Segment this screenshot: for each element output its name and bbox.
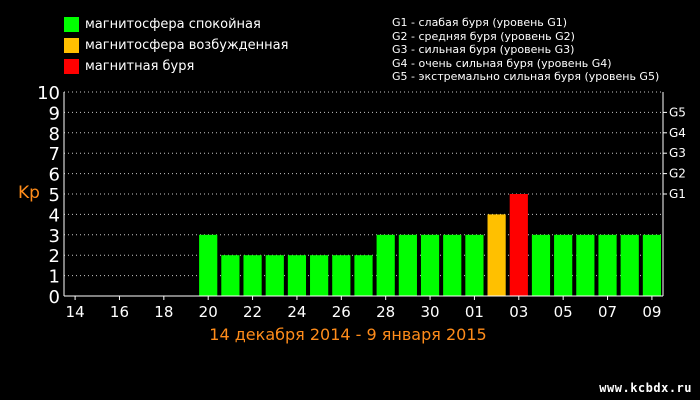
legend-item-quiet: магнитосфера спокойная xyxy=(64,14,288,35)
x-tick-label: 03 xyxy=(509,303,528,321)
bar-30 xyxy=(420,234,440,296)
bar-08 xyxy=(620,234,639,296)
storm-level-g5: G5 - экстремально сильная буря (уровень … xyxy=(392,70,660,83)
legend-label-quiet: магнитосфера спокойная xyxy=(85,17,261,32)
bar-06 xyxy=(576,234,595,296)
x-tick-label: 14 xyxy=(66,303,85,321)
chart-bars xyxy=(199,194,662,296)
bar-20 xyxy=(199,234,218,296)
legend-label-active: магнитосфера возбужденная xyxy=(85,38,289,53)
storm-level-tick-label: G4 xyxy=(669,126,686,140)
storm-level-tick-labels: G1 G2 G3 G4 G5 xyxy=(663,105,686,201)
storm-level-g4: G4 - очень сильная буря (уровень G4) xyxy=(392,56,612,70)
bar-04 xyxy=(531,234,551,296)
bar-27 xyxy=(354,255,373,296)
bar-03 xyxy=(509,194,528,296)
y-tick-label: 2 xyxy=(49,246,60,267)
y-axis-label: Kp xyxy=(18,183,40,203)
x-tick-label: 16 xyxy=(110,303,129,321)
chart-grid xyxy=(64,91,663,277)
bar-21 xyxy=(221,255,240,296)
storm-level-g1: G1 - слабая буря (уровень G1) xyxy=(392,16,568,29)
x-tick-label: 24 xyxy=(287,303,306,321)
storm-level-g2: G2 - средняя буря (уровень G2) xyxy=(392,29,575,43)
bar-22 xyxy=(243,255,262,296)
bar-02 xyxy=(487,214,506,296)
storm-level-tick-label: G3 xyxy=(669,146,686,160)
y-tick-label: 8 xyxy=(49,124,60,145)
watermark: www.kcbdx.ru xyxy=(599,381,692,395)
x-tick-label: 26 xyxy=(332,303,351,321)
y-tick-label: 1 xyxy=(49,267,60,288)
legend-label-storm: магнитная буря xyxy=(85,59,195,74)
storm-level-tick-label: G2 xyxy=(669,167,686,181)
storm-level-legend: G1 - слабая буря (уровень G1) G2 - средн… xyxy=(392,16,659,84)
storm-level-tick-label: G1 xyxy=(669,187,686,201)
legend-swatch-active xyxy=(64,38,79,53)
bar-24 xyxy=(287,255,307,296)
y-tick-label: 9 xyxy=(49,103,60,124)
x-tick-label: 07 xyxy=(598,303,617,321)
x-tick-label: 20 xyxy=(199,303,218,321)
x-tick-label: 18 xyxy=(154,303,173,321)
y-tick-label: 10 xyxy=(37,83,60,104)
x-tick-label: 09 xyxy=(642,303,661,321)
legend-item-active: магнитосфера возбужденная xyxy=(64,35,288,56)
bar-29 xyxy=(398,234,417,296)
legend-swatch-storm xyxy=(64,59,79,74)
x-tick-label: 05 xyxy=(554,303,573,321)
y-tick-label: 4 xyxy=(49,205,60,226)
x-tick-label: 30 xyxy=(421,303,440,321)
storm-level-g3: G3 - сильная буря (уровень G3) xyxy=(392,43,575,56)
bar-01 xyxy=(465,234,484,296)
legend-item-storm: магнитная буря xyxy=(64,56,288,77)
bar-07 xyxy=(598,234,617,296)
y-tick-label: 3 xyxy=(49,226,60,247)
bar-05 xyxy=(554,234,573,296)
x-axis-label: 14 декабря 2014 - 9 января 2015 xyxy=(209,325,486,344)
y-tick-label: 0 xyxy=(49,287,60,308)
storm-level-tick-label: G5 xyxy=(669,105,686,119)
bar-23 xyxy=(265,255,284,296)
bar-09 xyxy=(642,234,662,296)
y-tick-label: 7 xyxy=(49,144,60,165)
x-tick-labels: 14 16 18 20 22 24 26 28 30 01 03 05 07 09 xyxy=(66,296,661,321)
legend-swatch-quiet xyxy=(64,17,79,32)
x-tick-label: 28 xyxy=(376,303,395,321)
y-tick-label: 5 xyxy=(49,185,60,206)
legend: магнитосфера спокойная магнитосфера возб… xyxy=(64,14,288,77)
x-tick-label: 01 xyxy=(465,303,484,321)
x-tick-label: 22 xyxy=(243,303,262,321)
bar-28 xyxy=(376,234,395,296)
bar-25 xyxy=(310,255,329,296)
y-tick-label: 6 xyxy=(49,165,60,186)
bar-26 xyxy=(332,255,351,296)
bar-31 xyxy=(443,234,462,296)
